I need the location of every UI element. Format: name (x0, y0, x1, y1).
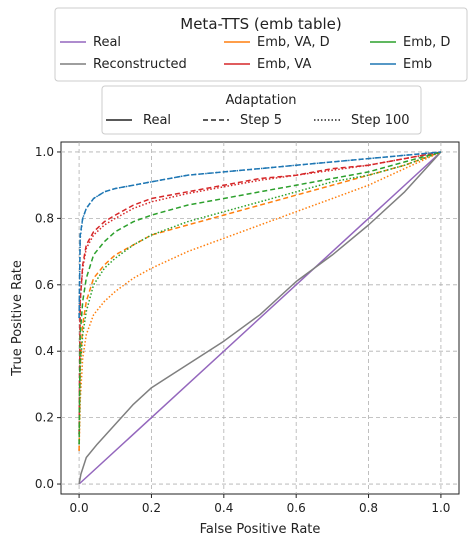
x-tick-label-2: 0.4 (214, 501, 233, 515)
y-tick-label-1: 0.2 (35, 411, 54, 425)
style-legend-entries: Real Step 5 Step 100 (106, 113, 410, 128)
style-legend-label-2: Step 100 (351, 113, 410, 128)
series-lines (78, 151, 442, 485)
series-legend-label-4: Emb, D (403, 35, 450, 50)
series-line-7 (78, 151, 442, 445)
ticks: 0.0 0.2 0.4 0.6 0.8 1.0 0.0 0.2 0.4 0.6 0.8 1.0 (35, 145, 451, 515)
y-tick-label-4: 0.8 (35, 211, 54, 225)
style-legend-label-1: Step 5 (240, 113, 282, 128)
series-legend: Meta-TTS (emb table) Real Reconstructed Em… (54, 7, 468, 82)
series-line-1 (78, 151, 442, 485)
series-line-0 (78, 151, 442, 485)
series-legend-frame (54, 7, 468, 82)
style-legend-label-0: Real (143, 113, 171, 128)
series-line-5 (78, 151, 442, 435)
series-line-6 (78, 151, 442, 445)
y-tick-label-5: 1.0 (35, 145, 54, 159)
y-tick-label-0: 0.0 (35, 477, 54, 491)
x-axis-label: False Positive Rate (200, 522, 321, 537)
series-line-8 (78, 151, 441, 319)
y-axis-label: True Positive Rate (10, 260, 25, 377)
series-legend-label-3: Emb, VA (257, 57, 311, 72)
x-tick-label-4: 0.8 (359, 501, 378, 515)
style-legend-title: Adaptation (225, 93, 296, 108)
series-legend-entries: Real Reconstructed Emb, VA, D Emb, VA Emb, D… (60, 35, 450, 72)
style-legend-frame (101, 85, 422, 135)
x-tick-label-1: 0.2 (142, 501, 161, 515)
x-tick-label-0: 0.0 (70, 501, 89, 515)
y-tick-label-3: 0.6 (35, 278, 54, 292)
series-legend-title: Meta-TTS (emb table) (180, 15, 341, 33)
x-tick-label-3: 0.6 (287, 501, 306, 515)
series-line-3 (78, 151, 442, 451)
y-tick-label-2: 0.4 (35, 344, 54, 358)
style-legend: Adaptation Real Step 5 Step 100 (101, 85, 422, 135)
series-line-4 (78, 151, 442, 435)
series-legend-label-5: Emb (403, 57, 432, 72)
series-legend-label-1: Reconstructed (93, 57, 187, 72)
series-legend-label-0: Real (93, 35, 121, 50)
series-legend-label-2: Emb, VA, D (257, 35, 330, 50)
grid (61, 142, 459, 494)
x-tick-label-5: 1.0 (431, 501, 450, 515)
